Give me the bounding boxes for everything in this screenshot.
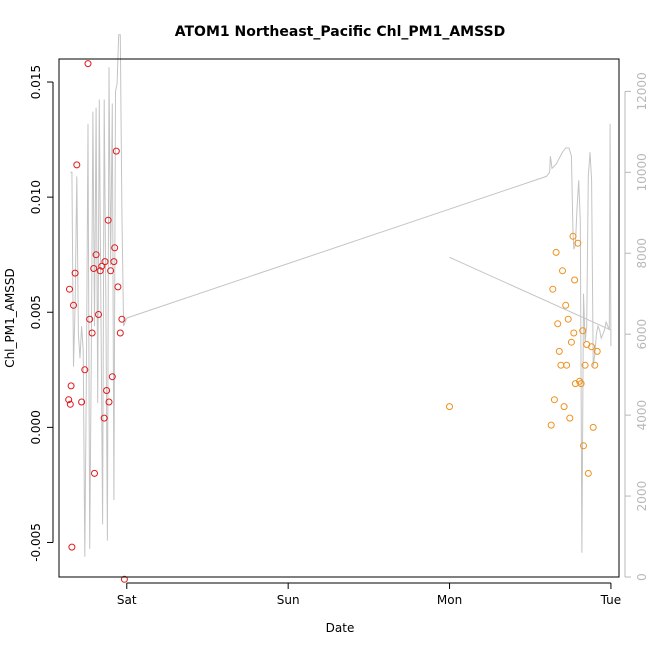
points-layer (65, 60, 601, 583)
data-point (589, 423, 597, 431)
data-point (581, 361, 589, 369)
x-tick-label: Sun (277, 593, 300, 607)
data-point (66, 285, 73, 293)
data-point (552, 248, 560, 256)
x-axis-label: Date (326, 621, 355, 635)
data-point (90, 265, 98, 272)
y-tick-label: -0.005 (29, 523, 43, 562)
y-tick-label: 0.010 (29, 180, 43, 214)
data-point (574, 239, 582, 247)
data-point (564, 315, 572, 323)
y-axis-label: Chl_PM1_AMSSD (3, 268, 17, 368)
data-point (101, 258, 109, 266)
data-point (566, 414, 574, 422)
data-point (550, 396, 558, 404)
data-point (446, 403, 453, 411)
y2-tick-label: 6000 (635, 319, 649, 350)
y-tick-label: 0.015 (29, 65, 43, 99)
data-point (570, 329, 578, 337)
data-point (78, 398, 86, 406)
y2-tick-label: 12000 (635, 72, 649, 110)
data-point (96, 267, 104, 275)
data-point (84, 60, 92, 68)
data-point (554, 320, 562, 328)
data-point (560, 403, 568, 411)
data-point (559, 267, 566, 275)
y2-tick-label: 2000 (635, 481, 649, 512)
data-point (577, 380, 585, 388)
data-point (70, 301, 77, 309)
data-point (555, 347, 563, 355)
data-point (591, 361, 599, 369)
data-point (103, 387, 111, 394)
data-point (593, 347, 601, 355)
data-point (580, 442, 587, 450)
data-point (567, 338, 575, 346)
data-point (111, 244, 119, 252)
data-point (114, 283, 122, 291)
data-point (98, 262, 106, 270)
data-point (68, 543, 76, 551)
data-point (65, 396, 73, 404)
data-point (562, 301, 570, 309)
data-point (110, 258, 118, 266)
data-point (92, 251, 100, 259)
data-point (88, 329, 96, 337)
data-point (588, 343, 596, 351)
y-tick-label: 0.000 (29, 410, 43, 444)
data-point (569, 232, 577, 240)
data-point (91, 469, 98, 477)
x-tick-label: Tue (600, 593, 622, 607)
data-point (118, 315, 126, 323)
x-tick-label: Sat (117, 593, 137, 607)
x-tick-label: Mon (437, 593, 462, 607)
data-point (120, 575, 128, 583)
data-point (107, 267, 115, 275)
secondary-line-layer (70, 34, 612, 557)
y2-tick-label: 8000 (635, 238, 649, 269)
data-point (81, 366, 89, 374)
data-point (73, 161, 81, 169)
data-point (104, 216, 112, 224)
data-point (571, 276, 579, 284)
data-point (557, 361, 565, 369)
data-point (86, 315, 94, 323)
y2-tick-label: 10000 (635, 153, 649, 191)
data-point (71, 269, 79, 277)
plot-frame (58, 58, 620, 578)
data-point (563, 361, 571, 369)
data-point (66, 400, 74, 408)
data-point (67, 382, 75, 390)
data-point (116, 329, 124, 337)
data-point (108, 373, 116, 381)
data-point (579, 327, 587, 335)
data-point (549, 285, 557, 293)
data-point (100, 414, 108, 422)
data-point (547, 421, 555, 429)
data-point (105, 398, 113, 406)
axis-layer: Sat Sun Mon Tue -0.005 0.000 0.005 0.010 0.015 0 2… (29, 58, 649, 607)
y2-tick-label: 4000 (635, 400, 649, 431)
secondary-series-line (70, 34, 612, 557)
data-point (95, 311, 102, 318)
y2-tick-label: 0 (635, 573, 649, 581)
data-point (112, 147, 120, 155)
data-point (584, 469, 592, 477)
y-tick-label: 0.005 (29, 295, 43, 329)
chart-title: ATOM1 Northeast_Pacific Chl_PM1_AMSSD (175, 24, 506, 40)
